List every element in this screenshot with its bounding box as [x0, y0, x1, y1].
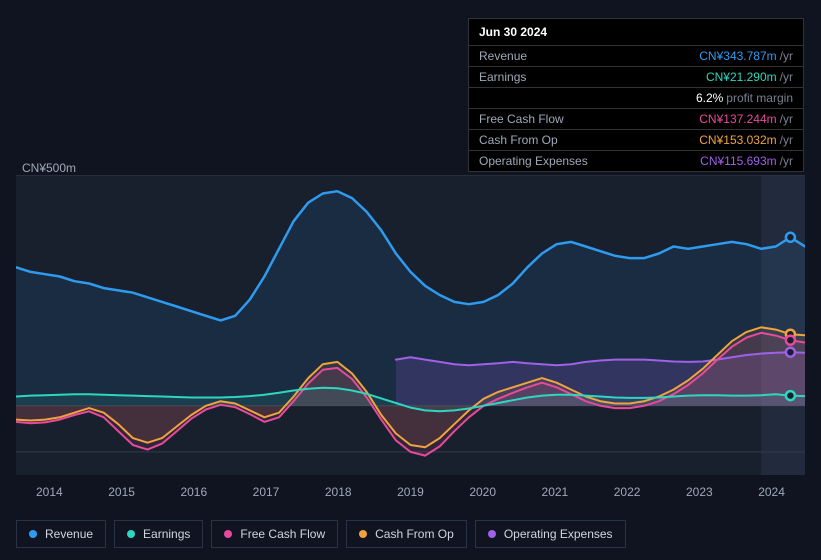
legend-item[interactable]: Operating Expenses [475, 520, 626, 548]
tooltip-row-label: Free Cash Flow [479, 112, 564, 126]
y-axis-label: CN¥500m [22, 161, 76, 175]
legend-dot-icon [488, 530, 496, 538]
tooltip-row-label: Cash From Op [479, 133, 558, 147]
tooltip-row: Cash From Op CN¥153.032m/yr [469, 130, 803, 151]
x-axis-label: 2019 [397, 485, 424, 499]
tooltip-row-value: CN¥21.290m/yr [706, 70, 793, 84]
tooltip-row: 6.2%profit margin [469, 88, 803, 109]
legend-label: Revenue [45, 527, 93, 541]
x-axis-label: 2014 [36, 485, 63, 499]
legend-dot-icon [127, 530, 135, 538]
x-axis: 2014 2015 2016 2017 2018 2019 2020 2021 2022 2023… [16, 485, 805, 499]
tooltip-row-value: CN¥153.032m/yr [699, 133, 793, 147]
tooltip-row-value: 6.2%profit margin [696, 91, 793, 105]
x-axis-label: 2016 [180, 485, 207, 499]
x-axis-label: 2017 [253, 485, 280, 499]
tooltip-row: Free Cash Flow CN¥137.244m/yr [469, 109, 803, 130]
chart-area[interactable] [16, 175, 805, 475]
legend-dot-icon [359, 530, 367, 538]
x-axis-label: 2021 [542, 485, 569, 499]
tooltip-row-value: CN¥137.244m/yr [699, 112, 793, 126]
legend-label: Free Cash Flow [240, 527, 325, 541]
legend-item[interactable]: Cash From Op [346, 520, 467, 548]
tooltip-row-value: CN¥115.693m/yr [700, 154, 793, 168]
x-axis-label: 2023 [686, 485, 713, 499]
x-axis-label: 2022 [614, 485, 641, 499]
tooltip-row: Operating Expenses CN¥115.693m/yr [469, 151, 803, 171]
tooltip-date: Jun 30 2024 [469, 19, 803, 46]
tooltip-row: Earnings CN¥21.290m/yr [469, 67, 803, 88]
tooltip-row-label: Operating Expenses [479, 154, 588, 168]
legend-label: Earnings [143, 527, 190, 541]
legend: Revenue Earnings Free Cash Flow Cash From O… [16, 520, 626, 548]
x-axis-label: 2018 [325, 485, 352, 499]
legend-dot-icon [224, 530, 232, 538]
tooltip-row-label: Earnings [479, 70, 526, 84]
legend-dot-icon [29, 530, 37, 538]
legend-item[interactable]: Earnings [114, 520, 203, 548]
tooltip-row-label: Revenue [479, 49, 527, 63]
hover-tooltip: Jun 30 2024 Revenue CN¥343.787m/yr Earning… [468, 18, 804, 172]
legend-label: Cash From Op [375, 527, 454, 541]
x-axis-label: 2024 [758, 485, 785, 499]
tooltip-row-value: CN¥343.787m/yr [699, 49, 793, 63]
chart-svg [16, 175, 805, 475]
x-axis-label: 2015 [108, 485, 135, 499]
x-axis-label: 2020 [469, 485, 496, 499]
legend-label: Operating Expenses [504, 527, 613, 541]
legend-item[interactable]: Free Cash Flow [211, 520, 338, 548]
tooltip-row: Revenue CN¥343.787m/yr [469, 46, 803, 67]
legend-item[interactable]: Revenue [16, 520, 106, 548]
